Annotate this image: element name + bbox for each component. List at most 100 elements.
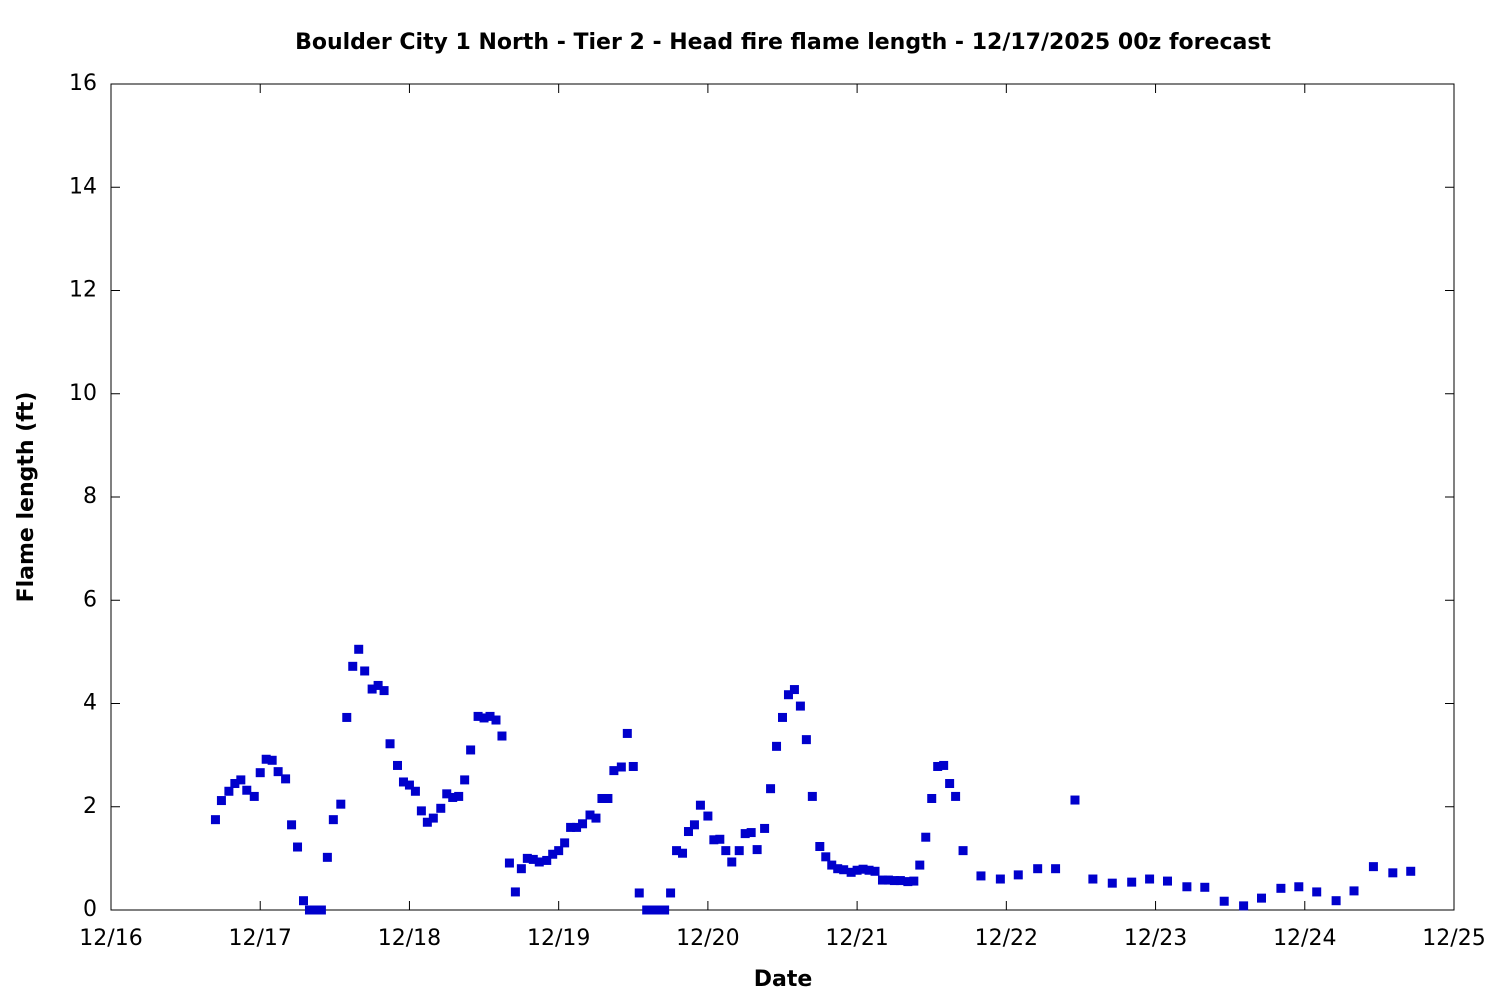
x-tick-label: 12/19 [527,926,590,951]
point [895,876,905,886]
point [522,853,532,863]
point [585,810,595,820]
point [267,755,277,765]
y-tick-label: 0 [83,897,97,922]
point [373,680,383,690]
point [479,713,489,723]
point [379,686,389,696]
point [242,785,252,795]
point [466,745,476,755]
point [1331,896,1341,906]
point [689,820,699,830]
point [1013,870,1023,880]
point [287,820,297,830]
point [634,888,644,898]
point [1257,893,1267,903]
point [224,786,234,796]
point [1276,883,1286,893]
point [1406,866,1416,876]
point [864,865,874,875]
point [772,741,782,751]
point [858,864,868,874]
point [883,875,893,885]
point [342,712,352,722]
point [554,846,564,856]
point [354,644,364,654]
point [715,834,725,844]
point [915,860,925,870]
point [491,715,501,725]
x-axis-label: Date [754,967,813,992]
point [1239,901,1249,911]
x-tick-label: 12/25 [1422,926,1485,951]
point [591,813,601,823]
point [336,799,346,809]
point [648,905,658,915]
point [846,867,856,877]
point [909,876,919,886]
point [833,864,843,874]
x-tick-label: 12/17 [229,926,292,951]
point [921,832,931,842]
point [236,775,246,785]
point [1070,795,1080,805]
point [298,896,308,906]
point [1162,876,1172,886]
point [566,822,576,832]
point [927,793,937,803]
point [293,842,303,852]
point [995,874,1005,884]
point [442,789,452,799]
point [548,849,558,859]
point [454,791,464,801]
point [703,811,713,821]
y-tick-label: 14 [69,174,97,199]
point [255,768,265,778]
point [1145,874,1155,884]
point [473,711,483,721]
point [497,731,507,741]
point [1349,886,1359,896]
point [249,791,259,801]
point [504,858,514,868]
point [273,767,283,777]
point [510,887,520,897]
point [316,905,326,915]
x-tick-label: 12/18 [378,926,441,951]
point [410,786,420,796]
point [1368,862,1378,872]
point [827,860,837,870]
point [404,780,414,790]
point [807,791,817,801]
plot-frame [110,83,1455,911]
point [839,865,849,875]
point [328,815,338,825]
y-tick-label: 12 [69,278,97,303]
x-tick-label: 12/16 [79,926,142,951]
point [534,857,544,867]
point [616,762,626,772]
point [1219,896,1229,906]
point [348,661,358,671]
point [789,685,799,695]
point [752,845,762,855]
chart-title: Boulder City 1 North - Tier 2 - Head fir… [295,30,1271,55]
point [1051,864,1061,874]
point [939,760,949,770]
point [783,690,793,700]
point [815,842,825,852]
point [1088,874,1098,884]
point [1107,878,1117,888]
point [727,857,737,867]
point [821,852,831,862]
point [1182,882,1192,892]
point [560,838,570,848]
point [740,829,750,839]
point [1388,868,1398,878]
point [436,803,446,813]
point [795,701,805,711]
y-tick-label: 4 [83,691,97,716]
point [766,784,776,794]
point [734,846,744,856]
y-tick-label: 16 [69,71,97,96]
